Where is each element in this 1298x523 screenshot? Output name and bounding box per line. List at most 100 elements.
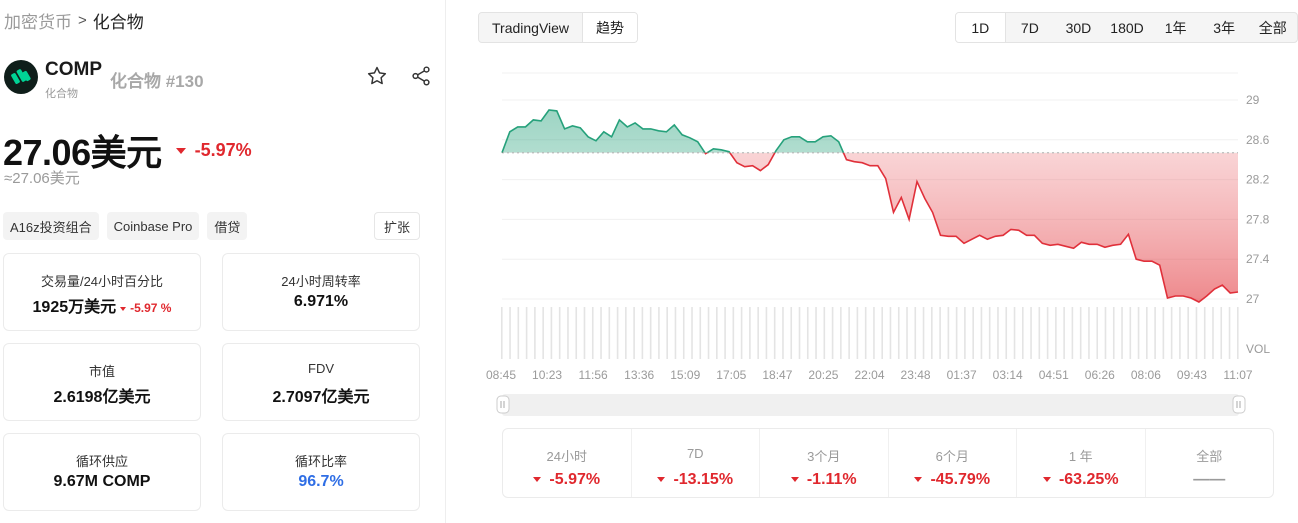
range-all[interactable]: 全部 (1258, 19, 1287, 36)
volume-bar (674, 307, 677, 359)
tradingview-button[interactable]: TradingView (479, 13, 583, 42)
volume-bar (873, 307, 875, 359)
compound-logo-icon (4, 60, 38, 94)
tag-lending[interactable]: 借贷 (207, 212, 248, 240)
star-icon[interactable] (366, 65, 388, 92)
tag-a16z[interactable]: A16z投资组合 (3, 212, 99, 240)
volume-bar (1212, 307, 1214, 359)
volume-bar (625, 307, 627, 359)
volume-bar (757, 307, 759, 359)
volume-bar (1179, 307, 1181, 359)
volume-bar (1112, 307, 1115, 359)
volume-bar (988, 307, 991, 359)
range-1y[interactable]: 1年 (1164, 19, 1187, 36)
volume-bar (749, 307, 751, 359)
y-axis: 29 28.6 28.2 27.8 27.4 27 VOL (1246, 93, 1270, 356)
volume-bar (856, 307, 859, 359)
triangle-down-icon (657, 477, 666, 483)
volume-bar (964, 307, 966, 359)
perf-24h: 24小时 -5.97% (503, 429, 632, 497)
expand-tags-button[interactable]: 扩张 (374, 212, 420, 240)
volume-bar (1137, 307, 1140, 359)
volume-bar (501, 307, 503, 359)
x-tick-label: 06:26 (1085, 368, 1115, 382)
volume-bar (1088, 307, 1090, 359)
range-7d[interactable]: 7D (1020, 19, 1039, 36)
x-tick-label: 03:14 (993, 368, 1023, 382)
coin-subtitle: 化合物 (45, 88, 78, 100)
volume-bar (550, 307, 553, 359)
volume-bar (608, 307, 611, 359)
scrollbar-right-handle[interactable] (1232, 395, 1246, 414)
share-icon[interactable] (410, 65, 432, 92)
volume-bar (666, 307, 668, 359)
volume-bar (773, 307, 776, 359)
volume-bar (1220, 307, 1223, 359)
volume-bar (1046, 307, 1049, 359)
volume-bar (1021, 307, 1024, 359)
volume-bar (1013, 307, 1016, 359)
volume-bar (1104, 307, 1107, 359)
stat-label: FDV (308, 361, 334, 376)
tag-coinbase-pro[interactable]: Coinbase Pro (106, 212, 200, 240)
performance-summary: 24小时 -5.97% 7D -13.15% 3个月 -1.11% 6个月 -4… (502, 428, 1274, 498)
price-change: -5.97% (175, 139, 252, 161)
volume-bar (716, 307, 718, 359)
stat-card-market-cap: 市值 2.6198亿美元 (3, 343, 201, 421)
volume-bar (600, 307, 602, 359)
perf-7d: 7D -13.15% (632, 429, 760, 497)
volume-bar (542, 307, 544, 359)
breadcrumb-crypto-link[interactable]: 加密货币 (4, 13, 72, 32)
time-range-selector: 1D 7D 30D 180D 1年 3年 全部 (955, 12, 1298, 43)
volume-bar (947, 307, 950, 359)
volume-bar (1121, 307, 1123, 359)
stat-card-turnover: 24小时周转率 6.971% (222, 253, 420, 331)
price-chart[interactable]: 29 28.6 28.2 27.8 27.4 27 VOL 08:45 10:23 11:56 1… (478, 55, 1278, 420)
range-1d[interactable]: 1D (956, 13, 1006, 42)
volume-bar (691, 307, 693, 359)
trend-button[interactable]: 趋势 (582, 13, 638, 42)
volume-bars (501, 307, 1239, 359)
volume-bar (1071, 307, 1074, 359)
stat-value: 1925万美元 -5.97 % (4, 293, 200, 317)
triangle-down-icon (790, 477, 799, 483)
price-change-value: -5.97% (194, 139, 252, 160)
price-line-down (502, 152, 1239, 303)
chart-mode-toggle: TradingView 趋势 (478, 12, 639, 43)
perf-label: 24小时 (546, 449, 587, 464)
perf-label: 6个月 (935, 449, 969, 464)
volume-bar (1187, 307, 1189, 359)
volume-bar (1195, 307, 1198, 359)
volume-bar (823, 307, 826, 359)
volume-bar (997, 307, 999, 359)
volume-bar (831, 307, 834, 359)
perf-1y: 1 年 -63.25% (1017, 429, 1146, 497)
volume-bar (782, 307, 784, 359)
volume-bar (922, 307, 925, 359)
x-tick-label: 11:07 (1223, 368, 1252, 382)
volume-bar (517, 307, 520, 359)
y-tick-label: 27.8 (1246, 212, 1270, 226)
x-tick-label: 15:09 (670, 368, 700, 382)
volume-bar (1146, 307, 1148, 359)
volume-bar (1203, 307, 1206, 359)
perf-value: -13.15% (632, 471, 760, 489)
range-3y[interactable]: 3年 (1213, 19, 1236, 36)
x-tick-label: 17:05 (716, 368, 746, 382)
scrollbar-left-handle[interactable] (496, 395, 510, 414)
perf-value-text: -1.11% (806, 471, 857, 488)
perf-value: -1.11% (760, 471, 888, 489)
stat-card-circulating-supply: 循环供应 9.67M COMP (3, 433, 201, 511)
volume-bar (591, 307, 594, 359)
stat-card-volume: 交易量/24小时百分比 1925万美元 -5.97 % (3, 253, 201, 331)
range-180d[interactable]: 180D (1110, 19, 1144, 36)
stat-label: 循环比率 (294, 454, 347, 469)
volume-bar (575, 307, 578, 359)
panel-divider (445, 0, 446, 523)
stat-label: 循环供应 (75, 454, 128, 469)
range-30d[interactable]: 30D (1065, 19, 1092, 36)
triangle-down-icon (533, 477, 542, 483)
area-above-baseline (502, 110, 1238, 153)
range-scrollbar[interactable] (496, 394, 1246, 416)
volume-bar (931, 307, 933, 359)
